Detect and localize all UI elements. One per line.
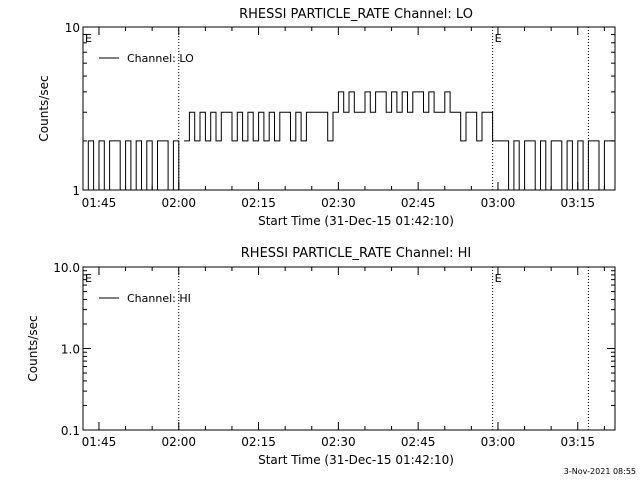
x-tick-label: 02:45	[401, 196, 436, 210]
x-tick-label: 02:15	[241, 196, 276, 210]
x-axis-label: Start Time (31-Dec-15 01:42:10)	[258, 214, 454, 228]
y-tick-label: 0.1	[61, 424, 80, 438]
series-line	[498, 140, 615, 191]
x-tick-label: 03:15	[560, 196, 595, 210]
series-line	[83, 140, 185, 191]
x-tick-label: 02:45	[401, 435, 436, 449]
y-tick-label: 1	[72, 184, 80, 198]
event-marker-label: E	[495, 32, 502, 45]
event-marker-label: E	[85, 32, 92, 45]
chart-title: RHESSI PARTICLE_RATE Channel: HI	[241, 246, 471, 261]
x-tick-label: 03:00	[481, 435, 516, 449]
legend-label: Channel: HI	[127, 292, 191, 305]
y-tick-label: 10	[65, 21, 80, 35]
x-tick-label: 02:30	[321, 196, 356, 210]
legend-label: Channel: LO	[127, 52, 194, 65]
x-tick-label: 01:45	[82, 435, 117, 449]
x-tick-label: 03:15	[560, 435, 595, 449]
lo-channel-panel: RHESSI PARTICLE_RATE Channel: LO 1 10 Count…	[37, 7, 616, 228]
x-tick-label: 02:30	[321, 435, 356, 449]
x-tick-label: 02:00	[161, 435, 196, 449]
y-tick-label: 10.0	[53, 261, 80, 275]
chart-title: RHESSI PARTICLE_RATE Channel: LO	[239, 7, 473, 22]
x-tick-label: 01:45	[82, 196, 117, 210]
y-tick-label: 1.0	[61, 343, 80, 357]
event-marker-label: E	[85, 272, 92, 285]
y-axis-label: Counts/sec	[37, 75, 51, 141]
hi-channel-panel: RHESSI PARTICLE_RATE Channel: HI 0.1 1.0 10…	[26, 246, 616, 467]
x-tick-label: 03:00	[481, 196, 516, 210]
series-line	[184, 91, 498, 142]
x-tick-label: 02:00	[161, 196, 196, 210]
x-tick-label: 02:15	[241, 435, 276, 449]
event-marker-label: E	[495, 272, 502, 285]
y-axis-label: Counts/sec	[26, 315, 40, 381]
x-axis-label: Start Time (31-Dec-15 01:42:10)	[258, 453, 454, 467]
plot-timestamp: 3-Nov-2021 08:55	[564, 467, 636, 476]
plot-frame	[82, 26, 616, 191]
